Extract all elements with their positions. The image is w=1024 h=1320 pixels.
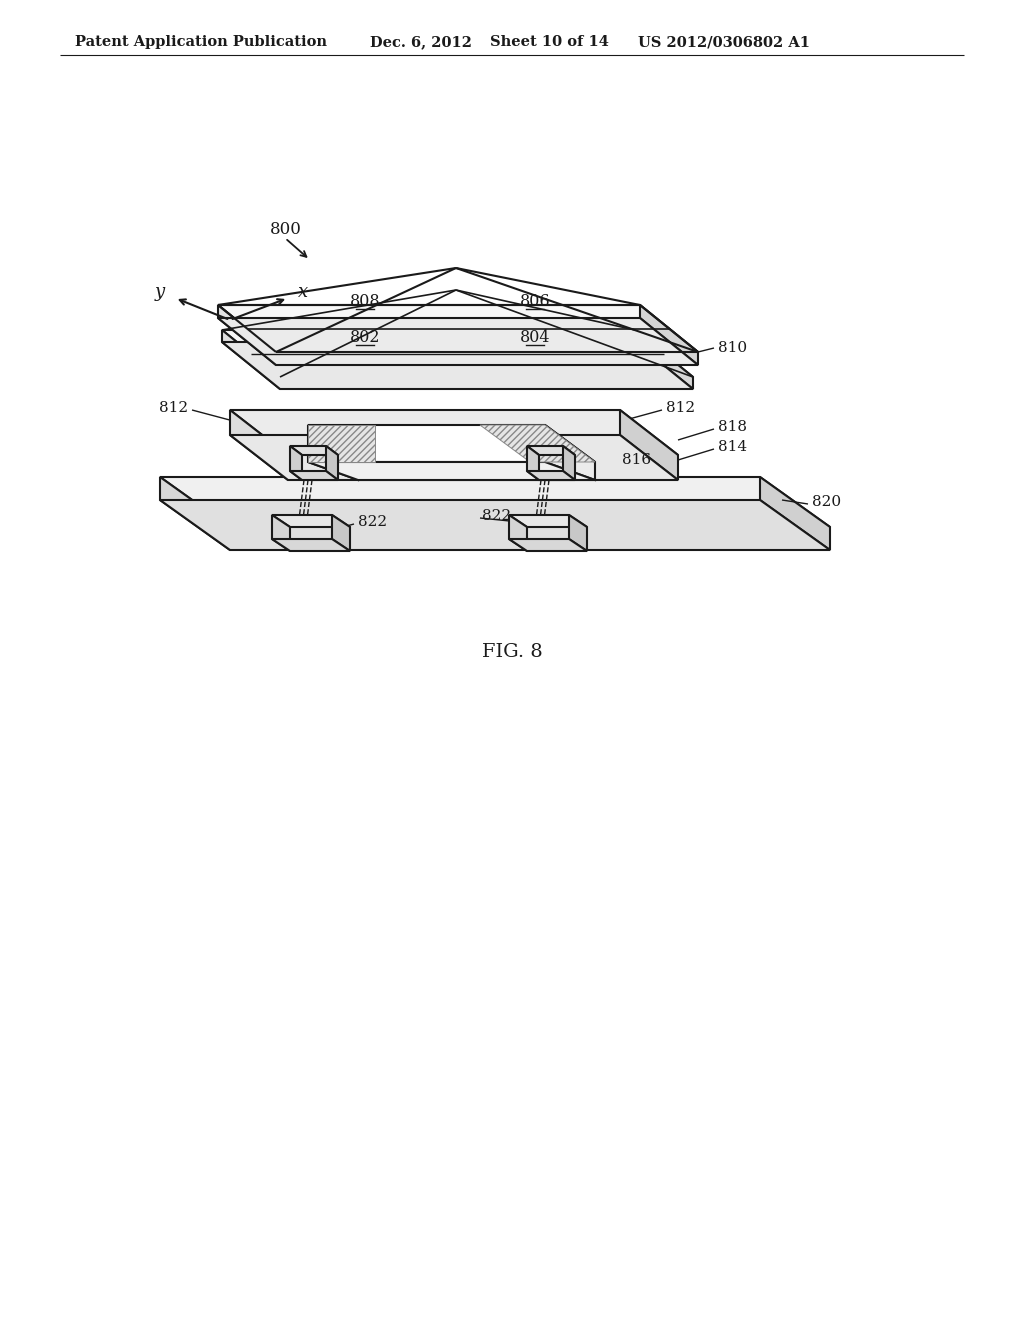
Polygon shape	[290, 446, 338, 455]
Polygon shape	[272, 515, 350, 527]
Polygon shape	[308, 425, 595, 462]
Polygon shape	[222, 330, 280, 389]
Polygon shape	[509, 539, 587, 550]
Polygon shape	[308, 462, 595, 480]
Polygon shape	[509, 515, 527, 550]
Polygon shape	[218, 305, 698, 352]
Polygon shape	[160, 477, 230, 550]
Text: 816: 816	[622, 453, 651, 467]
Text: 812: 812	[159, 401, 188, 414]
Text: 810: 810	[718, 341, 748, 355]
Polygon shape	[332, 515, 350, 550]
Polygon shape	[218, 305, 276, 366]
Text: 808: 808	[349, 293, 380, 310]
Text: 822: 822	[358, 515, 387, 529]
Polygon shape	[563, 446, 575, 480]
Polygon shape	[509, 515, 587, 527]
Polygon shape	[527, 471, 575, 480]
Text: 812: 812	[666, 401, 695, 414]
Polygon shape	[272, 515, 290, 550]
Polygon shape	[308, 425, 375, 462]
Text: 804: 804	[520, 330, 550, 346]
Polygon shape	[635, 330, 693, 389]
Text: 802: 802	[350, 330, 380, 346]
Polygon shape	[480, 425, 595, 462]
Text: Sheet 10 of 14: Sheet 10 of 14	[490, 36, 609, 49]
Text: FIG. 8: FIG. 8	[481, 643, 543, 661]
Polygon shape	[222, 330, 693, 378]
Polygon shape	[290, 446, 302, 480]
Text: US 2012/0306802 A1: US 2012/0306802 A1	[638, 36, 810, 49]
Text: 806: 806	[520, 293, 550, 310]
Text: 818: 818	[718, 420, 746, 434]
Polygon shape	[640, 305, 698, 366]
Polygon shape	[218, 318, 698, 366]
Polygon shape	[527, 446, 575, 455]
Text: y: y	[155, 282, 165, 301]
Text: x: x	[298, 282, 308, 301]
Text: Patent Application Publication: Patent Application Publication	[75, 36, 327, 49]
Polygon shape	[230, 436, 678, 480]
Polygon shape	[290, 471, 338, 480]
Text: 814: 814	[718, 440, 748, 454]
Polygon shape	[230, 411, 678, 455]
Polygon shape	[272, 539, 350, 550]
Polygon shape	[760, 477, 830, 550]
Text: Dec. 6, 2012: Dec. 6, 2012	[370, 36, 472, 49]
Polygon shape	[569, 515, 587, 550]
Text: 822: 822	[482, 510, 511, 523]
Polygon shape	[620, 411, 678, 480]
Polygon shape	[160, 500, 830, 550]
Polygon shape	[222, 342, 693, 389]
Text: 800: 800	[270, 222, 302, 239]
Polygon shape	[326, 446, 338, 480]
Polygon shape	[160, 477, 830, 527]
Polygon shape	[545, 425, 595, 480]
Polygon shape	[527, 446, 539, 480]
Text: 820: 820	[812, 495, 841, 510]
Polygon shape	[308, 425, 358, 480]
Polygon shape	[230, 411, 288, 480]
